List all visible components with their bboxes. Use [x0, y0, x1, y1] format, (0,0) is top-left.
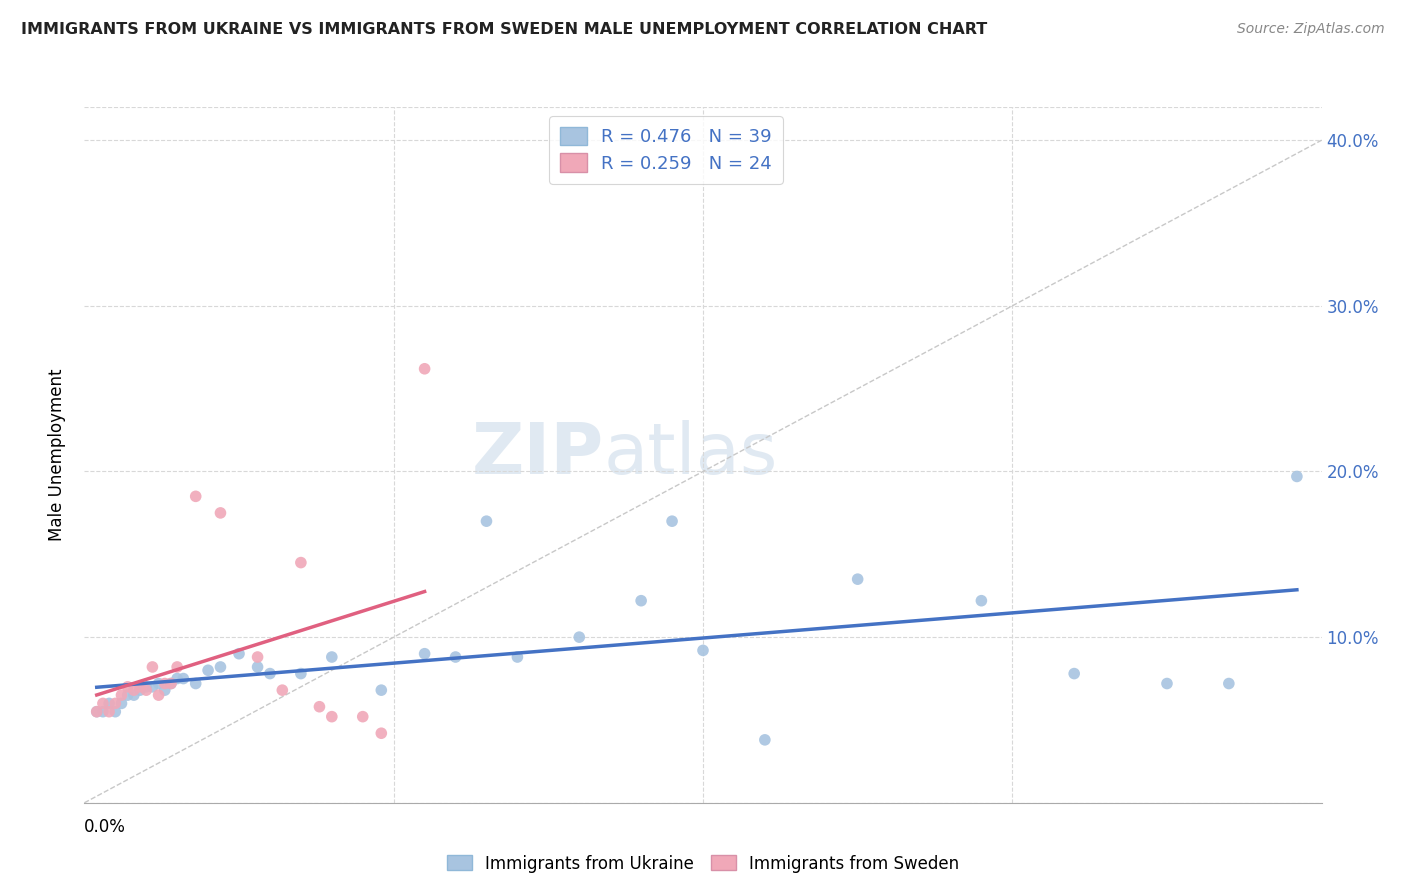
Point — [475, 514, 498, 528]
Point — [1285, 469, 1308, 483]
Legend: Immigrants from Ukraine, Immigrants from Sweden: Immigrants from Ukraine, Immigrants from… — [440, 848, 966, 880]
Point — [160, 676, 183, 690]
Point — [98, 697, 121, 711]
Point — [370, 726, 392, 740]
Point — [321, 709, 343, 723]
Point — [141, 660, 163, 674]
Point — [1218, 676, 1240, 690]
Point — [321, 650, 343, 665]
Point — [970, 593, 993, 607]
Point — [271, 683, 294, 698]
Point — [246, 660, 269, 674]
Text: IMMIGRANTS FROM UKRAINE VS IMMIGRANTS FROM SWEDEN MALE UNEMPLOYMENT CORRELATION : IMMIGRANTS FROM UKRAINE VS IMMIGRANTS FR… — [21, 22, 987, 37]
Point — [160, 676, 183, 690]
Point — [197, 663, 219, 677]
Point — [692, 643, 714, 657]
Point — [290, 556, 312, 570]
Point — [129, 680, 152, 694]
Point — [172, 672, 194, 686]
Point — [413, 647, 436, 661]
Point — [122, 688, 145, 702]
Point — [135, 683, 157, 698]
Point — [290, 666, 312, 681]
Point — [104, 697, 127, 711]
Point — [209, 660, 232, 674]
Point — [135, 680, 157, 694]
Point — [184, 489, 207, 503]
Legend: R = 0.476   N = 39, R = 0.259   N = 24: R = 0.476 N = 39, R = 0.259 N = 24 — [548, 116, 783, 184]
Point — [259, 666, 281, 681]
Point — [228, 647, 250, 661]
Point — [148, 676, 170, 690]
Point — [117, 688, 139, 702]
Point — [1156, 676, 1178, 690]
Point — [846, 572, 869, 586]
Point — [754, 732, 776, 747]
Point — [98, 705, 121, 719]
Point — [141, 680, 163, 694]
Point — [370, 683, 392, 698]
Point — [153, 683, 176, 698]
Point — [86, 705, 108, 719]
Point — [110, 697, 132, 711]
Point — [630, 593, 652, 607]
Point — [166, 672, 188, 686]
Y-axis label: Male Unemployment: Male Unemployment — [48, 368, 66, 541]
Point — [413, 361, 436, 376]
Point — [117, 680, 139, 694]
Point — [1063, 666, 1085, 681]
Point — [246, 650, 269, 665]
Point — [148, 688, 170, 702]
Point — [661, 514, 683, 528]
Point — [91, 705, 114, 719]
Text: 0.0%: 0.0% — [84, 818, 127, 836]
Point — [352, 709, 374, 723]
Point — [122, 683, 145, 698]
Point — [308, 699, 330, 714]
Point — [104, 705, 127, 719]
Point — [209, 506, 232, 520]
Text: Source: ZipAtlas.com: Source: ZipAtlas.com — [1237, 22, 1385, 37]
Point — [184, 676, 207, 690]
Point — [568, 630, 591, 644]
Text: ZIP: ZIP — [472, 420, 605, 490]
Text: atlas: atlas — [605, 420, 779, 490]
Point — [86, 705, 108, 719]
Point — [153, 676, 176, 690]
Point — [110, 688, 132, 702]
Point — [444, 650, 467, 665]
Point — [91, 697, 114, 711]
Point — [506, 650, 529, 665]
Point — [129, 683, 152, 698]
Point — [166, 660, 188, 674]
